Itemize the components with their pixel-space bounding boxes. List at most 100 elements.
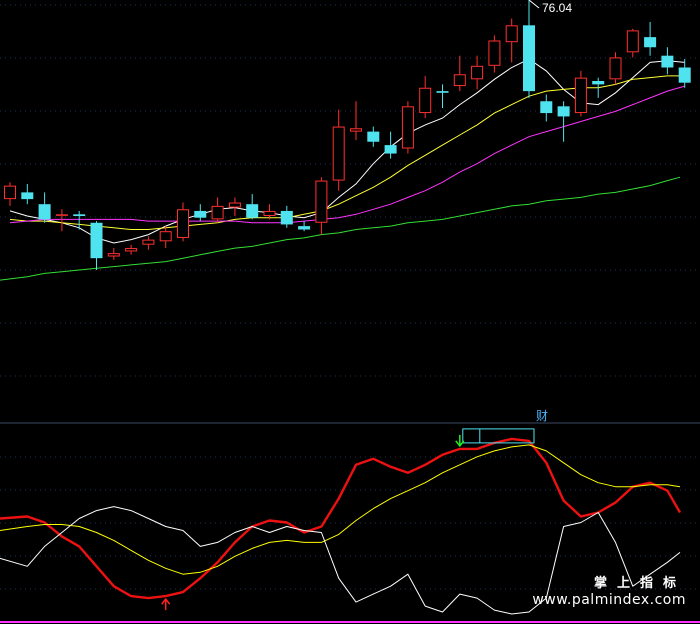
candlestick-series	[4, 0, 691, 270]
candle	[332, 109, 345, 191]
candle	[661, 47, 674, 75]
candle-body-up	[626, 30, 639, 53]
candle-body-up	[488, 40, 501, 66]
candle-body-up	[263, 210, 276, 216]
max-price-annotation: 76.04	[528, 0, 572, 15]
signal-arrows	[161, 434, 465, 611]
ma5-line	[9, 58, 685, 244]
moving-average-lines	[0, 58, 685, 281]
candle	[350, 101, 362, 141]
candle	[505, 18, 518, 63]
candle	[280, 205, 293, 228]
candle-body-down	[436, 91, 449, 93]
candle-body-down	[678, 67, 691, 83]
candle	[557, 101, 570, 142]
candle	[211, 197, 224, 223]
candle	[21, 183, 34, 205]
candle	[73, 210, 86, 230]
candle-body-up	[505, 25, 518, 43]
candle	[592, 77, 605, 98]
candle	[4, 182, 16, 206]
candle	[246, 194, 259, 220]
indicator-yellow-line	[0, 444, 681, 575]
candle-body-up	[4, 185, 16, 200]
candle	[228, 197, 241, 216]
candle-body-up	[419, 87, 432, 114]
max-price-label: 76.04	[542, 1, 572, 15]
candle-body-down	[523, 25, 535, 92]
candle-body-up	[142, 239, 155, 245]
sell-arrow-head	[455, 440, 465, 448]
candle-body-up	[125, 248, 138, 252]
candle-body-up	[609, 57, 622, 80]
buy-arrow-head	[161, 597, 171, 605]
candle-body-down	[661, 55, 674, 68]
ma20-line	[9, 85, 685, 224]
candle-body-down	[73, 214, 86, 216]
candle	[315, 177, 328, 235]
indicator-white-line	[0, 506, 681, 615]
candle	[125, 244, 138, 255]
candle-body-up	[453, 74, 466, 87]
candle-body-up	[401, 106, 414, 149]
candle-body-down	[246, 204, 259, 218]
ma60-line	[0, 176, 681, 281]
candle	[55, 209, 68, 232]
candle-body-up	[350, 128, 362, 132]
sell-signal-arrow	[455, 434, 465, 448]
candle	[626, 28, 639, 58]
candle-body-down	[367, 131, 380, 142]
candle-body-down	[21, 192, 34, 200]
candle-body-up	[211, 205, 224, 220]
candle	[90, 221, 103, 270]
ma10-line	[9, 75, 685, 230]
watermark: 掌上指标 www.palmindex.com	[532, 576, 686, 608]
candle-body-down	[384, 145, 397, 154]
candle-body-down	[592, 81, 605, 85]
candle	[142, 236, 155, 250]
candle-body-down	[540, 101, 553, 114]
candle	[644, 21, 657, 56]
candle	[177, 202, 189, 242]
watermark-url: www.palmindex.com	[532, 591, 686, 608]
candle	[488, 35, 501, 73]
candle	[471, 55, 484, 90]
indicator-highlight-box	[462, 428, 535, 444]
candle	[194, 204, 207, 222]
candle	[574, 70, 587, 117]
candle	[453, 55, 466, 92]
candle	[367, 126, 380, 147]
candle-body-up	[315, 180, 328, 223]
candle	[678, 59, 691, 88]
candle	[263, 204, 276, 220]
candle-body-down	[194, 210, 207, 218]
candle-body-up	[332, 126, 345, 181]
candle-body-up	[574, 77, 587, 114]
buy-signal-arrow	[161, 597, 171, 611]
candle-body-up	[159, 231, 172, 242]
candle-body-up	[107, 253, 120, 257]
candle	[384, 131, 397, 159]
candle-body-up	[177, 209, 189, 238]
candle	[107, 248, 120, 260]
candle-body-down	[298, 226, 311, 230]
max-price-pointer	[528, 0, 540, 9]
candle	[38, 192, 51, 223]
indicator-lines	[0, 437, 682, 615]
candle	[436, 84, 449, 108]
candle	[419, 75, 432, 119]
indicator-grid	[0, 456, 700, 590]
candle	[298, 221, 311, 232]
indicator-red-line	[0, 437, 682, 600]
candle-body-up	[55, 214, 68, 216]
candle	[609, 52, 622, 85]
candle	[401, 101, 414, 154]
candle-body-down	[38, 204, 51, 220]
candle-body-up	[228, 202, 241, 208]
candle-body-down	[90, 222, 103, 259]
candle	[159, 226, 172, 249]
price-grid	[0, 4, 700, 377]
finance-marker[interactable]: 财	[536, 409, 548, 423]
